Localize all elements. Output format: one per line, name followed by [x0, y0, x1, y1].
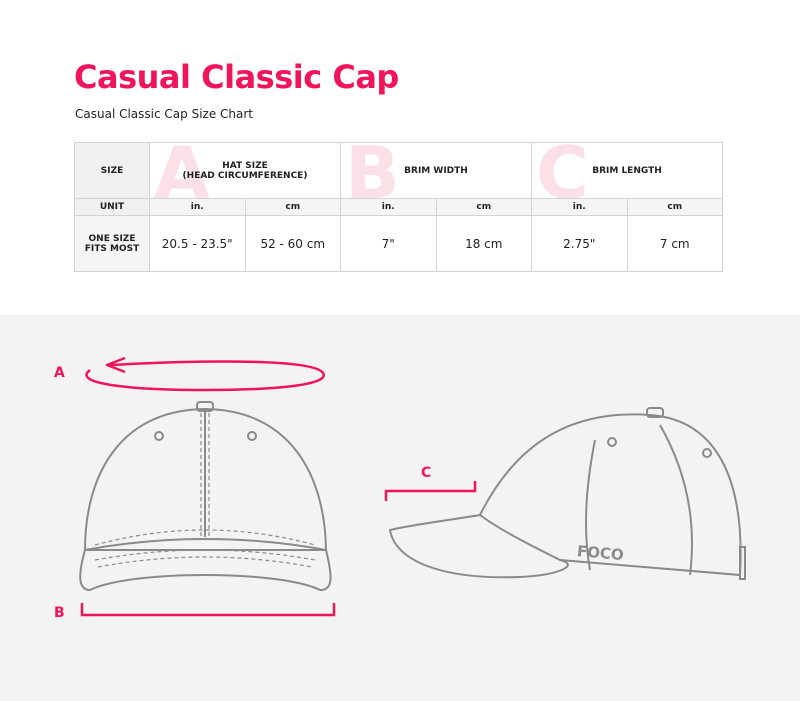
- circumference-arrow-icon: [85, 356, 326, 392]
- hat-size-in: 20.5 - 23.5": [149, 215, 246, 272]
- hat-size-label: HAT SIZE (HEAD CIRCUMFERENCE): [182, 160, 308, 181]
- unit-in: in.: [531, 198, 628, 216]
- unit-in: in.: [149, 198, 246, 216]
- size-header: SIZE: [74, 142, 150, 199]
- size-chart-table: SIZE A HAT SIZE (HEAD CIRCUMFERENCE) B BRI…: [74, 142, 723, 272]
- marker-c: C: [421, 465, 432, 481]
- page-subtitle: Casual Classic Cap Size Chart: [75, 107, 253, 121]
- one-size-label: ONE SIZE FITS MOST: [74, 215, 150, 272]
- brim-length-header: C BRIM LENGTH: [531, 142, 723, 199]
- brim-width-bracket: [80, 603, 336, 617]
- marker-b: B: [54, 605, 65, 621]
- hat-size-cm: 52 - 60 cm: [244, 215, 341, 272]
- brim-width-cm: 18 cm: [435, 215, 532, 272]
- letter-a: A: [154, 142, 210, 199]
- unit-cm: cm: [626, 198, 723, 216]
- foco-logo: FOCO: [576, 542, 624, 564]
- letter-b: B: [345, 142, 400, 199]
- brim-width-in: 7": [340, 215, 437, 272]
- marker-a: A: [54, 365, 65, 381]
- brim-width-label: BRIM WIDTH: [404, 165, 468, 176]
- brim-width-header: B BRIM WIDTH: [340, 142, 532, 199]
- cap-illustrations: FOCO: [79, 356, 746, 617]
- brim-length-bracket: [384, 481, 477, 501]
- unit-cm: cm: [435, 198, 532, 216]
- letter-c: C: [536, 142, 589, 199]
- page-title: Casual Classic Cap: [74, 58, 399, 96]
- unit-in: in.: [340, 198, 437, 216]
- side-cap-icon: [388, 407, 746, 580]
- brim-length-cm: 7 cm: [626, 215, 723, 272]
- front-cap-icon: [79, 401, 332, 592]
- unit-cm: cm: [244, 198, 341, 216]
- unit-label: UNIT: [74, 198, 150, 216]
- brim-length-in: 2.75": [531, 215, 628, 272]
- diagram-panel: A B C FOCO: [0, 315, 800, 701]
- brim-length-label: BRIM LENGTH: [592, 165, 662, 176]
- hat-size-header: A HAT SIZE (HEAD CIRCUMFERENCE): [149, 142, 341, 199]
